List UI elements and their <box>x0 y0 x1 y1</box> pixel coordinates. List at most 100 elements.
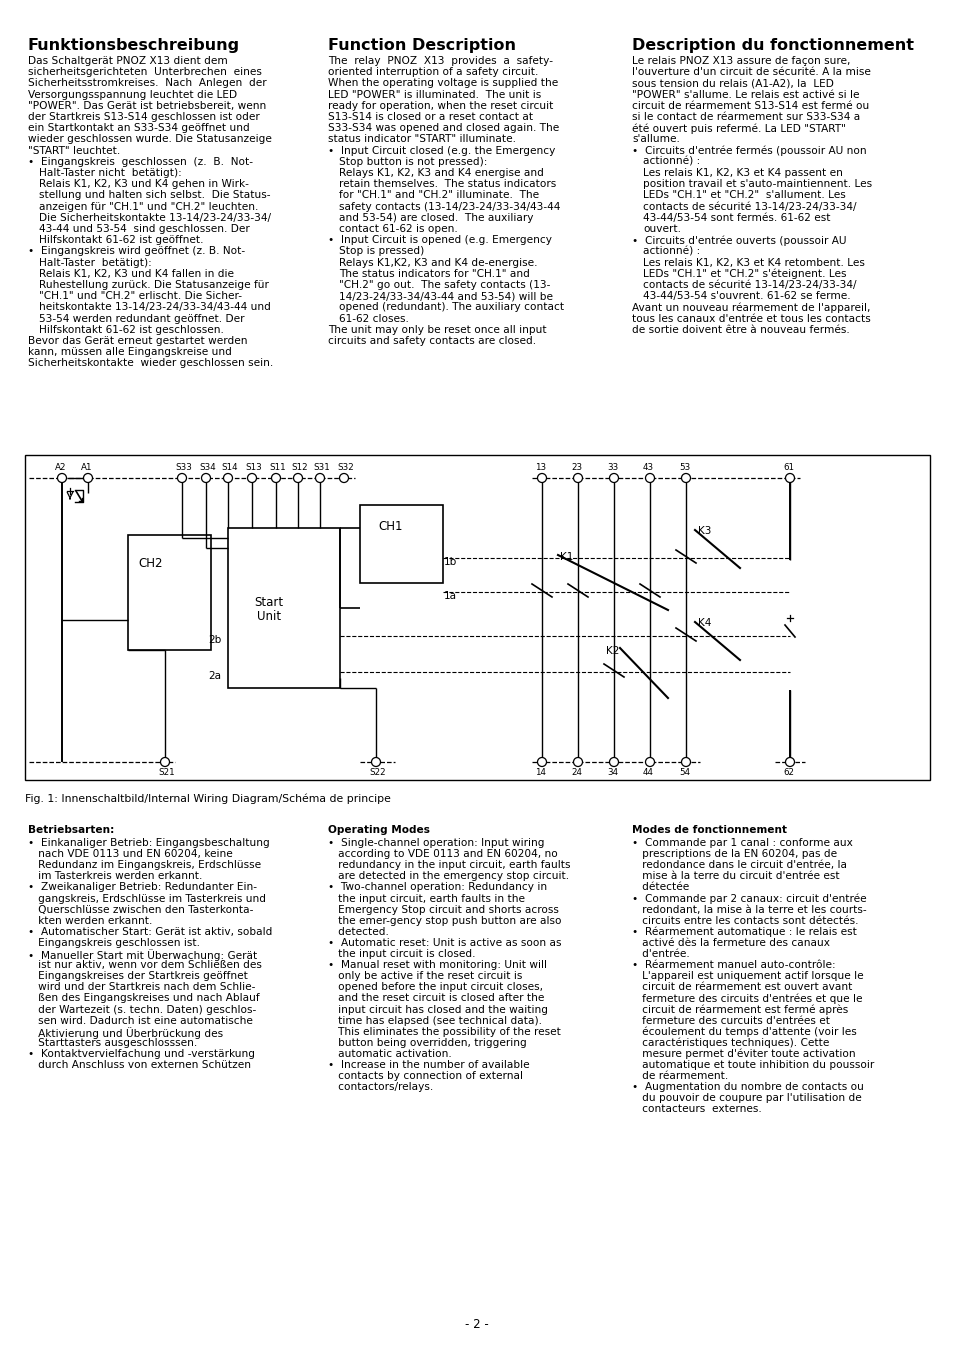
Text: 61-62 closes.: 61-62 closes. <box>338 313 409 324</box>
Text: Description du fonctionnement: Description du fonctionnement <box>631 38 913 53</box>
Text: K4: K4 <box>698 617 711 628</box>
Text: detected.: detected. <box>328 927 389 936</box>
Text: Le relais PNOZ X13 assure de façon sure,: Le relais PNOZ X13 assure de façon sure, <box>631 55 849 66</box>
Text: contacts de sécurité 13-14/23-24/33-34/: contacts de sécurité 13-14/23-24/33-34/ <box>642 201 856 212</box>
Text: the emer-gency stop push button are also: the emer-gency stop push button are also <box>328 916 561 925</box>
Text: •  Eingangskreis  geschlossen  (z.  B.  Not-: • Eingangskreis geschlossen (z. B. Not- <box>28 157 253 166</box>
Bar <box>359 505 442 584</box>
Text: the input circuit is closed.: the input circuit is closed. <box>328 948 475 959</box>
Text: Unit: Unit <box>256 611 281 623</box>
Text: Relais K1, K2, K3 und K4 gehen in Wirk-: Relais K1, K2, K3 und K4 gehen in Wirk- <box>39 180 249 189</box>
Text: •  Increase in the number of available: • Increase in the number of available <box>328 1061 529 1070</box>
Text: opened before the input circuit closes,: opened before the input circuit closes, <box>328 982 542 992</box>
Text: 13: 13 <box>535 463 545 471</box>
Circle shape <box>645 473 654 482</box>
Text: fermeture des circuits d'entrées et que le: fermeture des circuits d'entrées et que … <box>631 993 862 1004</box>
Text: retain themselves.  The status indicators: retain themselves. The status indicators <box>338 180 556 189</box>
Circle shape <box>609 758 618 766</box>
Text: Stop button is not pressed):: Stop button is not pressed): <box>338 157 487 166</box>
Text: 62: 62 <box>782 767 793 777</box>
Text: Ruhestellung zurück. Die Statusanzeige für: Ruhestellung zurück. Die Statusanzeige f… <box>39 280 269 290</box>
Text: 14: 14 <box>535 767 545 777</box>
Text: contactors/relays.: contactors/relays. <box>328 1082 433 1092</box>
Circle shape <box>537 473 546 482</box>
Text: redundancy in the input circuit, earth faults: redundancy in the input circuit, earth f… <box>328 861 570 870</box>
Text: input circuit has closed and the waiting: input circuit has closed and the waiting <box>328 1005 547 1015</box>
Text: 44: 44 <box>642 767 654 777</box>
Bar <box>228 528 339 688</box>
Text: durch Anschluss von externen Schützen: durch Anschluss von externen Schützen <box>28 1061 251 1070</box>
Text: sen wird. Dadurch ist eine automatische: sen wird. Dadurch ist eine automatische <box>28 1016 253 1025</box>
Circle shape <box>272 473 280 482</box>
Text: 53-54 werden redundant geöffnet. Der: 53-54 werden redundant geöffnet. Der <box>39 313 244 324</box>
Text: 54: 54 <box>679 767 689 777</box>
Text: A1: A1 <box>81 463 92 471</box>
Text: im Tasterkreis werden erkannt.: im Tasterkreis werden erkannt. <box>28 871 202 881</box>
Circle shape <box>339 473 348 482</box>
Text: S34: S34 <box>199 463 215 471</box>
Text: This eliminates the possibility of the reset: This eliminates the possibility of the r… <box>328 1027 560 1036</box>
Text: automatic activation.: automatic activation. <box>328 1048 452 1059</box>
Text: •  Automatic reset: Unit is active as soon as: • Automatic reset: Unit is active as soo… <box>328 938 561 948</box>
Text: S13: S13 <box>245 463 261 471</box>
Text: ein Startkontakt an S33-S34 geöffnet und: ein Startkontakt an S33-S34 geöffnet und <box>28 123 250 134</box>
Circle shape <box>784 758 794 766</box>
Text: •  Commande par 1 canal : conforme aux: • Commande par 1 canal : conforme aux <box>631 838 852 848</box>
Text: mise à la terre du circuit d'entrée est: mise à la terre du circuit d'entrée est <box>631 871 839 881</box>
Text: S33: S33 <box>174 463 192 471</box>
Text: Fig. 1: Innenschaltbild/Internal Wiring Diagram/Schéma de principe: Fig. 1: Innenschaltbild/Internal Wiring … <box>25 794 391 804</box>
Circle shape <box>223 473 233 482</box>
Text: Eingangskreis geschlossen ist.: Eingangskreis geschlossen ist. <box>28 938 200 948</box>
Text: 1a: 1a <box>443 590 456 601</box>
Text: are detected in the emergency stop circuit.: are detected in the emergency stop circu… <box>328 871 569 881</box>
Text: contacts by connection of external: contacts by connection of external <box>328 1071 522 1081</box>
Text: K2: K2 <box>605 646 618 657</box>
Text: redondance dans le circuit d'entrée, la: redondance dans le circuit d'entrée, la <box>631 861 846 870</box>
Text: 34: 34 <box>606 767 618 777</box>
Text: Hilfskontakt 61-62 ist geöffnet.: Hilfskontakt 61-62 ist geöffnet. <box>39 235 203 245</box>
Text: •  Réarmement automatique : le relais est: • Réarmement automatique : le relais est <box>631 927 856 938</box>
Text: contacteurs  externes.: contacteurs externes. <box>631 1104 760 1115</box>
Text: The status indicators for "CH.1" and: The status indicators for "CH.1" and <box>338 269 529 278</box>
Text: •  Einkanaliger Betrieb: Eingangsbeschaltung: • Einkanaliger Betrieb: Eingangsbeschalt… <box>28 838 270 848</box>
Text: automatique et toute inhibition du poussoir: automatique et toute inhibition du pouss… <box>631 1061 873 1070</box>
Text: ßen des Eingangskreises und nach Ablauf: ßen des Eingangskreises und nach Ablauf <box>28 993 259 1004</box>
Text: Aktivierung und Überbrückung des: Aktivierung und Überbrückung des <box>28 1027 223 1039</box>
Text: oriented interruption of a safety circuit.: oriented interruption of a safety circui… <box>328 68 537 77</box>
Text: •  Commande par 2 canaux: circuit d'entrée: • Commande par 2 canaux: circuit d'entré… <box>631 893 865 904</box>
Text: When the operating voltage is supplied the: When the operating voltage is supplied t… <box>328 78 558 88</box>
Text: kten werden erkannt.: kten werden erkannt. <box>28 916 152 925</box>
Text: •  Manueller Start mit Überwachung: Gerät: • Manueller Start mit Überwachung: Gerät <box>28 948 257 961</box>
Text: LED "POWER" is illuminated.  The unit is: LED "POWER" is illuminated. The unit is <box>328 89 540 100</box>
Circle shape <box>177 473 186 482</box>
Text: CH2: CH2 <box>138 557 162 570</box>
Text: "POWER" s'allume. Le relais est activé si le: "POWER" s'allume. Le relais est activé s… <box>631 89 859 100</box>
Text: L'appareil est uniquement actif lorsque le: L'appareil est uniquement actif lorsque … <box>631 971 862 981</box>
Text: and 53-54) are closed.  The auxiliary: and 53-54) are closed. The auxiliary <box>338 213 533 223</box>
Text: redondant, la mise à la terre et les courts-: redondant, la mise à la terre et les cou… <box>631 905 865 915</box>
Text: anzeigen für "CH.1" und "CH.2" leuchten.: anzeigen für "CH.1" und "CH.2" leuchten. <box>39 201 258 212</box>
Text: •  Augmentation du nombre de contacts ou: • Augmentation du nombre de contacts ou <box>631 1082 863 1092</box>
Text: mesure permet d'éviter toute activation: mesure permet d'éviter toute activation <box>631 1048 855 1059</box>
Text: •  Kontaktvervielfachung und -verstärkung: • Kontaktvervielfachung und -verstärkung <box>28 1048 254 1059</box>
Text: The unit may only be reset once all input: The unit may only be reset once all inpu… <box>328 324 546 335</box>
Text: ist nur aktiv, wenn vor dem Schließen des: ist nur aktiv, wenn vor dem Schließen de… <box>28 961 262 970</box>
Text: ready for operation, when the reset circuit: ready for operation, when the reset circ… <box>328 101 553 111</box>
Text: LEDs "CH.1" et "CH.2" s'éteignent. Les: LEDs "CH.1" et "CH.2" s'éteignent. Les <box>642 269 845 280</box>
Text: 61: 61 <box>782 463 793 471</box>
Text: - 2 -: - 2 - <box>465 1319 488 1331</box>
Text: 33: 33 <box>606 463 618 471</box>
Circle shape <box>537 758 546 766</box>
Text: •  Circuits d'entrée ouverts (poussoir AU: • Circuits d'entrée ouverts (poussoir AU <box>631 235 845 246</box>
Text: Versorgungsspannung leuchtet die LED: Versorgungsspannung leuchtet die LED <box>28 89 237 100</box>
Text: Funktionsbeschreibung: Funktionsbeschreibung <box>28 38 240 53</box>
Text: the input circuit, earth faults in the: the input circuit, earth faults in the <box>328 893 524 904</box>
Text: Starttasters ausgeschlosssen.: Starttasters ausgeschlosssen. <box>28 1038 197 1048</box>
Text: Stop is pressed): Stop is pressed) <box>338 246 424 257</box>
Bar <box>25 455 929 780</box>
Text: Querschlüsse zwischen den Tasterkonta-: Querschlüsse zwischen den Tasterkonta- <box>28 905 253 915</box>
Text: Hilfskontakt 61-62 ist geschlossen.: Hilfskontakt 61-62 ist geschlossen. <box>39 324 224 335</box>
Text: écoulement du temps d'attente (voir les: écoulement du temps d'attente (voir les <box>631 1027 856 1038</box>
Text: si le contact de réarmement sur S33-S34 a: si le contact de réarmement sur S33-S34 … <box>631 112 860 122</box>
Circle shape <box>371 758 380 766</box>
